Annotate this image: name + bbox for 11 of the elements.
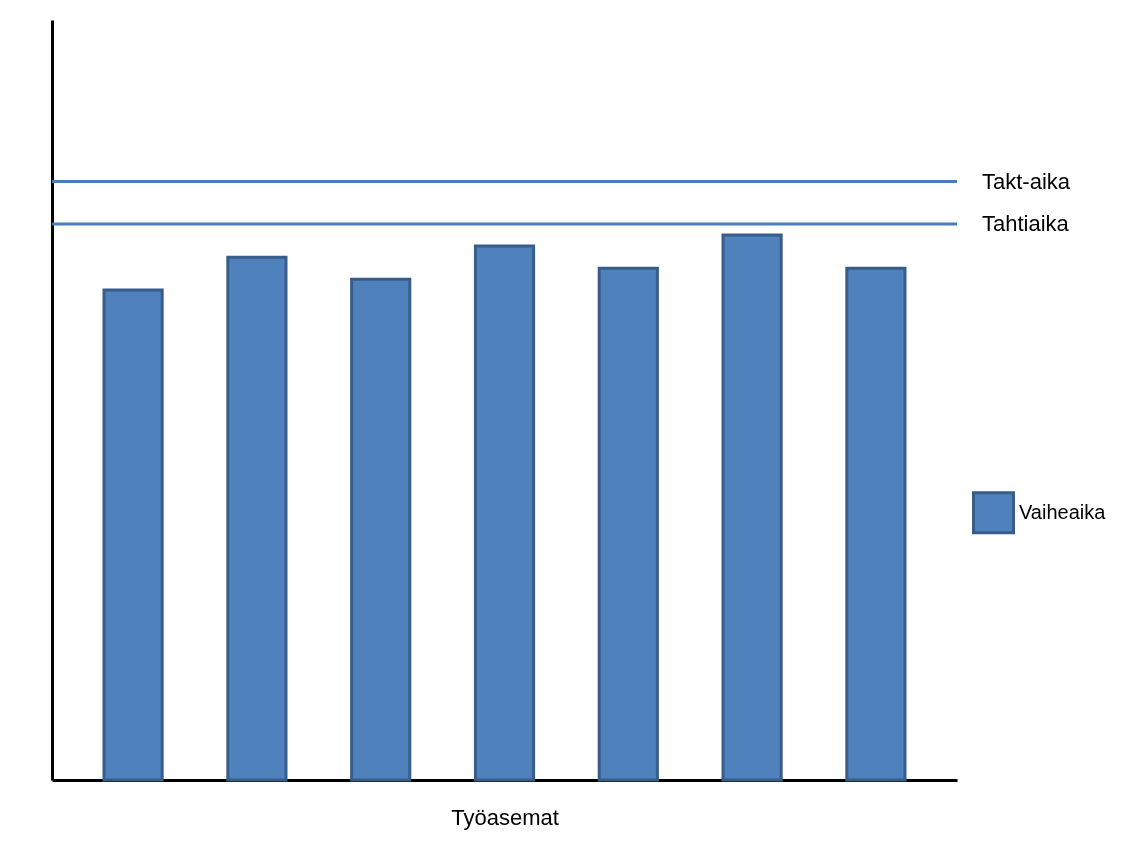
bar bbox=[721, 233, 783, 782]
bar bbox=[226, 255, 288, 782]
ref-line-label: Takt-aika bbox=[982, 168, 1071, 194]
bar bbox=[102, 288, 164, 782]
bar bbox=[350, 277, 412, 782]
ref-line-label: Tahtiaika bbox=[982, 211, 1070, 237]
x-axis-title: Työasemat bbox=[451, 804, 559, 830]
bar bbox=[473, 244, 536, 782]
legend-label: Vaiheaika bbox=[1019, 500, 1107, 523]
bar bbox=[845, 266, 907, 782]
bar bbox=[597, 266, 659, 782]
